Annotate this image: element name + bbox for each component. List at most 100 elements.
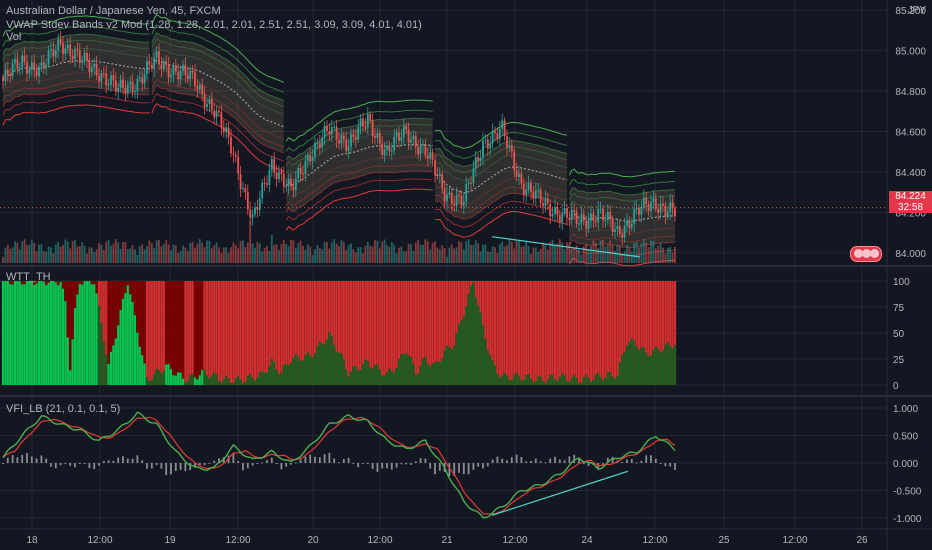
volume-bar [16,242,19,263]
volume-bar [165,240,168,263]
wtt-bar [553,379,557,385]
candle-body [508,145,511,148]
volume-bar [477,243,480,263]
vfi-histogram-bar [414,461,417,463]
wtt-bar [453,345,456,385]
wtt-bar-background [544,281,547,385]
volume-bar [191,241,194,263]
volume-bar [42,251,45,263]
wtt-bar [193,377,197,385]
wtt-bar-background [575,281,578,385]
wtt-bar [431,363,434,385]
vfi-histogram-bar [285,463,288,467]
vfi-histogram-bar [318,457,321,463]
vwap-lower-band [285,188,433,231]
candle-body [184,64,187,75]
wtt-bar [412,363,415,385]
wtt-bar-background [112,281,115,385]
volume-bar [558,239,561,263]
wtt-bar [577,382,581,385]
volume-bar [357,247,360,263]
vfi-histogram-bar [11,455,14,463]
wtt-bar-background [381,281,384,385]
price-axis-label: 85.000 [895,47,926,58]
candle-body [165,61,168,65]
candle-body [590,213,592,221]
candle-body [270,158,273,171]
vfi-legend[interactable]: VFI_LB (21, 0.1, 0.1, 5) [6,403,121,415]
wtt-bar-background [390,281,393,385]
candle-body [374,136,376,139]
wtt-axis-label: 75 [893,303,905,314]
candle-body [206,103,208,108]
wtt-legend[interactable]: WTT_TH [6,271,51,283]
wtt-bar [282,365,285,385]
vfi-histogram-bar [54,463,57,469]
wtt-bar [469,285,473,385]
vwap-indicator-legend[interactable]: VWAP Stdev Bands v2 Mod (1.28, 1.28, 2.0… [6,19,422,31]
volume-bar [220,252,223,263]
wtt-bar-background [378,281,381,385]
volume-bar [412,250,415,263]
wtt-bar [28,281,31,385]
candle-body [93,63,96,68]
wtt-bar [549,374,552,385]
candle-body [364,126,367,128]
vfi-histogram-bar [64,463,67,464]
volume-bar [522,246,525,263]
candle-body [201,84,204,95]
candle-body [309,155,312,161]
wtt-bar-background [409,281,413,385]
volume-bar [9,248,12,263]
scroll-to-realtime-button[interactable] [850,246,882,262]
wtt-bar-background [443,281,446,385]
wtt-bar [143,363,146,385]
wtt-bar [534,380,537,385]
volume-bar [359,247,362,263]
wtt-bar-background [66,281,69,385]
wtt-bar [16,281,19,385]
volume-legend[interactable]: Vol [6,31,22,43]
volume-bar [650,240,652,263]
volume-bar [54,244,57,263]
volume-bar [162,243,165,263]
vfi-histogram-bar [98,463,100,466]
candle-body [237,156,240,175]
vfi-histogram-bar [400,463,403,465]
volume-bar [482,244,484,263]
vfi-histogram-bar [525,461,528,463]
volume-bar [210,248,213,263]
wtt-bar [587,377,590,385]
candle-body [515,170,518,177]
candle-body [635,207,638,210]
volume-bar [621,253,624,263]
candle-body [234,154,237,157]
volume-bar [614,250,616,263]
volume-bar [556,243,559,263]
wtt-bar-background [429,281,432,385]
wtt-bar [287,365,290,385]
volume-bar [537,251,540,263]
candle-body [618,226,621,234]
volume-bar [338,245,340,263]
volume-bar [172,244,175,263]
volume-bar [4,247,7,263]
volume-bar [71,240,74,263]
vfi-histogram-bar [544,462,547,464]
candle-body [335,126,338,141]
vwap-upper-band [434,154,568,182]
wtt-bar [263,372,266,385]
candle-body [542,203,544,207]
volume-bar [177,253,180,263]
wtt-bar-background [625,281,629,385]
wtt-bar-background [323,281,326,385]
candle-body [388,146,391,152]
vfi-histogram-bar [16,457,19,463]
wtt-bar-background [407,281,410,385]
wtt-bar [541,380,545,385]
volume-bar [138,246,141,263]
wtt-bar-background [364,281,367,385]
wtt-axis-label: 100 [893,277,910,288]
wtt-bar [124,292,127,385]
